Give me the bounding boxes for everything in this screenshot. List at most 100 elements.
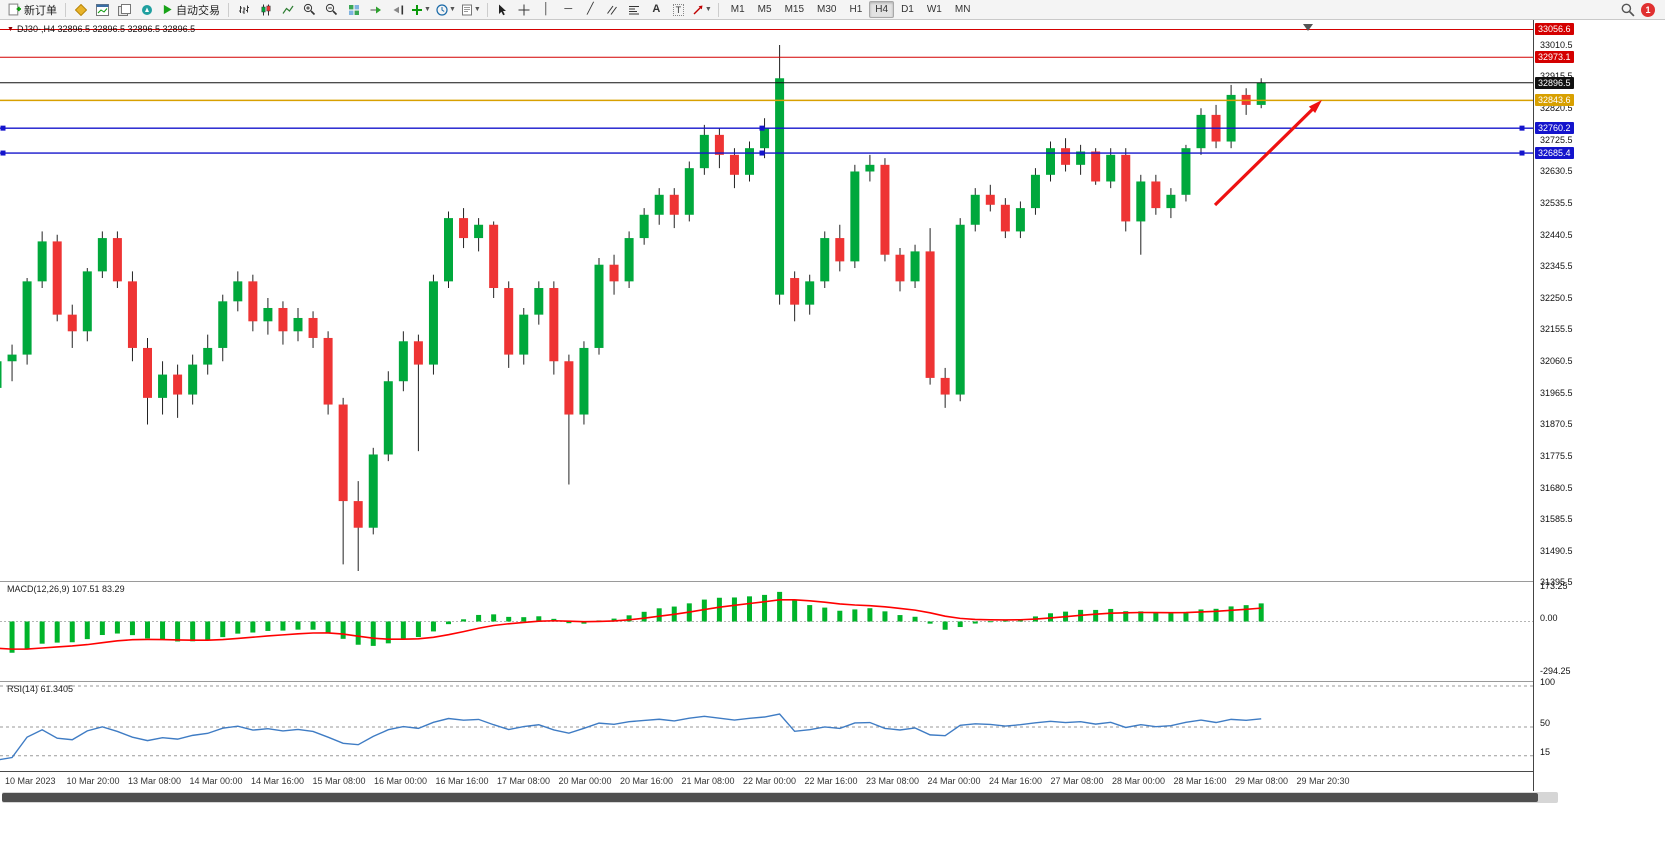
- trendline-tool-button[interactable]: ╱: [580, 1, 601, 18]
- arrow-shape-icon: [693, 5, 703, 14]
- horizontal-line-objects[interactable]: [0, 28, 1533, 156]
- timeframe-m5[interactable]: M5: [757, 4, 772, 15]
- tile-windows-button[interactable]: [343, 1, 364, 18]
- pane-separator[interactable]: [0, 681, 1665, 682]
- templates-button[interactable]: ▼: [459, 1, 483, 18]
- timeframe-m15[interactable]: M15: [784, 4, 805, 15]
- fibonacci-icon: [629, 5, 640, 14]
- fibonacci-tool-button[interactable]: [624, 1, 645, 18]
- horizontal-scrollbar[interactable]: [2, 792, 1558, 803]
- candlestick-chart-icon: [261, 4, 270, 15]
- time-axis-label: 20 Mar 00:00: [558, 776, 612, 786]
- time-axis-label: 21 Mar 08:00: [681, 776, 735, 786]
- timeframe-mn[interactable]: MN: [954, 4, 971, 15]
- template-icon: [461, 4, 472, 15]
- price-chart-canvas[interactable]: [0, 20, 1533, 581]
- auto-scroll-button[interactable]: [365, 1, 386, 18]
- crosshair-icon: [518, 4, 530, 15]
- autotrading-button[interactable]: 自动交易: [158, 2, 224, 18]
- notification-count: 1: [1645, 4, 1651, 15]
- time-axis-label: 20 Mar 16:00: [620, 776, 674, 786]
- horizontal-line-tool-button[interactable]: ─: [558, 1, 579, 18]
- price-tick-label: 32725.5: [1540, 134, 1573, 145]
- scrollbar-thumb[interactable]: [2, 793, 1538, 802]
- zoom-in-button[interactable]: [299, 1, 320, 18]
- symbol-ohlc-text: DJ30-,H4 32896.5 32896.5 32896.5 32896.5: [16, 24, 196, 34]
- macd-signal-line: [0, 598, 1262, 650]
- price-tick-label: 32820.5: [1540, 103, 1573, 114]
- metaeditor-button[interactable]: [70, 1, 91, 18]
- tile-windows-icon: [348, 4, 359, 15]
- new-order-button[interactable]: 新订单: [4, 2, 61, 18]
- zoom-out-icon: [325, 3, 338, 16]
- timeframe-m1[interactable]: M1: [730, 4, 745, 15]
- trend-arrow-annotation[interactable]: [1213, 100, 1322, 207]
- text-tool-button[interactable]: A: [646, 1, 667, 18]
- macd-chart-canvas[interactable]: [0, 582, 1533, 681]
- vertical-line-icon: │: [542, 3, 550, 15]
- chart-shift-button[interactable]: [387, 1, 408, 18]
- arrows-tool-button[interactable]: ▼: [690, 1, 714, 18]
- main-toolbar: 新订单 自动交易: [0, 0, 1665, 20]
- rsi-chart-canvas[interactable]: [0, 682, 1533, 771]
- profile-button[interactable]: [114, 1, 135, 18]
- timeframe-w1[interactable]: W1: [926, 4, 942, 15]
- time-axis-label: 23 Mar 08:00: [866, 776, 920, 786]
- macd-scale-label: 173.25: [1540, 581, 1568, 591]
- new-order-label: 新订单: [24, 4, 57, 17]
- dropdown-caret-icon: ▼: [704, 6, 712, 13]
- line-price-tag: 33056.6: [1535, 23, 1574, 36]
- symbol-marker-icon: ▼: [7, 25, 14, 33]
- rsi-label: RSI(14) 61.3405: [7, 684, 74, 694]
- price-tick-label: 33010.5: [1540, 39, 1573, 50]
- search-icon[interactable]: [1621, 3, 1635, 17]
- timeframe-m30[interactable]: M30: [817, 4, 837, 15]
- time-axis-label: 28 Mar 00:00: [1112, 776, 1166, 786]
- timeframe-h1[interactable]: H1: [849, 4, 863, 15]
- price-tick-label: 31870.5: [1540, 419, 1573, 430]
- price-tick-label: 32535.5: [1540, 197, 1573, 208]
- cursor-tool-button[interactable]: [492, 1, 513, 18]
- price-tick-label: 31965.5: [1540, 387, 1573, 398]
- crosshair-tool-button[interactable]: [514, 1, 535, 18]
- time-axis-label: 10 Mar 2023: [5, 776, 56, 786]
- add-indicator-button[interactable]: ▼: [409, 1, 433, 18]
- dropdown-caret-icon: ▼: [473, 6, 481, 13]
- bar-chart-button[interactable]: [233, 1, 254, 18]
- new-chart-button[interactable]: [92, 1, 113, 18]
- chart-symbol-info: ▼ DJ30-,H4 32896.5 32896.5 32896.5 32896…: [7, 24, 195, 34]
- pane-separator[interactable]: [0, 581, 1665, 582]
- time-axis-border: [0, 771, 1665, 772]
- chart-workspace: ▼ DJ30-,H4 32896.5 32896.5 32896.5 32896…: [0, 20, 1665, 841]
- price-scale[interactable]: 33010.5 32915.5 32820.5 32725.5 32630.5 32535…: [1533, 20, 1665, 791]
- cursor-icon: [499, 4, 507, 15]
- toolbar-separator: [717, 2, 719, 17]
- price-tick-label: 31585.5: [1540, 514, 1573, 525]
- timeframe-h4[interactable]: H4: [869, 1, 895, 18]
- periods-button[interactable]: ▼: [434, 1, 458, 18]
- time-axis-label: 24 Mar 16:00: [989, 776, 1043, 786]
- channel-tool-button[interactable]: [602, 1, 623, 18]
- toolbar-separator: [228, 2, 229, 17]
- market-watch-button[interactable]: [136, 1, 157, 18]
- new-order-icon: [8, 3, 21, 16]
- time-axis[interactable]: 10 Mar 2023 10 Mar 20:00 13 Mar 08:00 14 Ma…: [0, 772, 1533, 790]
- time-axis-label: 24 Mar 00:00: [927, 776, 981, 786]
- candlestick-chart-button[interactable]: [255, 1, 276, 18]
- vertical-line-tool-button[interactable]: │: [536, 1, 557, 18]
- line-price-tag: 32760.2: [1535, 122, 1574, 135]
- macd-label: MACD(12,26,9) 107.51 83.29: [7, 584, 125, 594]
- notification-badge[interactable]: 1: [1641, 2, 1655, 17]
- timeframe-d1[interactable]: D1: [901, 4, 914, 15]
- zoom-out-button[interactable]: [321, 1, 342, 18]
- text-label-icon: T: [672, 3, 685, 16]
- autotrading-label: 自动交易: [176, 4, 220, 17]
- line-chart-button[interactable]: [277, 1, 298, 18]
- bar-chart-icon: [238, 5, 249, 14]
- time-axis-label: 13 Mar 08:00: [128, 776, 182, 786]
- chart-shift-marker-icon[interactable]: [1303, 24, 1313, 31]
- chart-shift-icon: [393, 5, 403, 14]
- price-tick-label: 32345.5: [1540, 261, 1573, 272]
- text-label-tool-button[interactable]: T: [668, 1, 689, 18]
- line-price-tag: 32973.1: [1535, 51, 1574, 64]
